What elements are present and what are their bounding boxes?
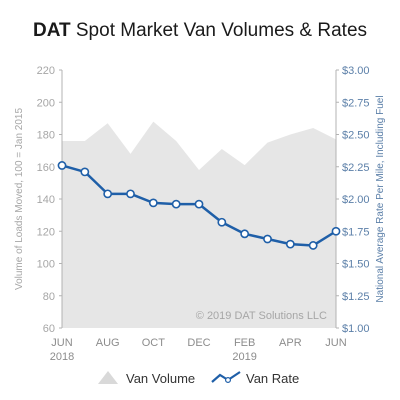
- right-tick-label: $2.75: [342, 97, 370, 109]
- van-rate-point: [80, 167, 90, 177]
- legend: Van Volume Van Rate: [98, 371, 299, 386]
- van-rate-point: [171, 199, 181, 209]
- x-tick-year-label: 2019: [232, 351, 256, 363]
- watermark-text: © 2019 DAT Solutions LLC: [196, 310, 327, 322]
- left-tick-label: 60: [43, 323, 55, 335]
- legend-rate-label: Van Rate: [246, 371, 299, 386]
- right-tick-label: $2.25: [342, 162, 370, 174]
- van-rate-point: [217, 217, 227, 227]
- x-tick-label: FEB: [234, 337, 255, 349]
- x-tick-year-label: 2018: [50, 351, 74, 363]
- left-tick-label: 140: [37, 194, 55, 206]
- right-tick-label: $1.00: [342, 323, 370, 335]
- left-tick-label: 100: [37, 259, 55, 271]
- left-tick-label: 120: [37, 226, 55, 238]
- van-rate-point: [194, 199, 204, 209]
- van-rate-point: [263, 234, 272, 244]
- legend-volume-swatch: [98, 371, 118, 384]
- left-tick-label: 160: [37, 162, 55, 174]
- chart-title-brand: DAT: [32, 20, 71, 41]
- left-tick-label: 200: [37, 97, 55, 109]
- van-rate-point: [308, 241, 318, 250]
- chart-title-text: Spot Market Van Volumes & Rates: [70, 20, 368, 41]
- right-axis-title: National Average Rate Per Mile, Includin…: [375, 95, 386, 302]
- right-tick-label: $1.50: [342, 259, 370, 271]
- van-rate-point: [126, 189, 135, 199]
- x-tick-label: AUG: [96, 337, 120, 349]
- x-tick-label: APR: [279, 337, 302, 349]
- left-tick-label: 180: [37, 130, 55, 142]
- left-tick-label: 80: [43, 291, 55, 303]
- van-rate-point: [240, 229, 250, 239]
- van-rate-point: [285, 239, 295, 249]
- van-rate-point: [331, 226, 341, 236]
- legend-rate-swatch-point: [225, 377, 232, 384]
- chart-title: DAT Spot Market Van Volumes & Rates: [0, 20, 400, 42]
- legend-volume-label: Van Volume: [126, 371, 195, 386]
- right-tick-label: $1.25: [342, 291, 370, 303]
- x-tick-label: OCT: [142, 337, 166, 349]
- x-tick-label: JUN: [325, 337, 346, 349]
- right-tick-label: $3.00: [342, 65, 370, 77]
- van-volume-area: [62, 121, 336, 328]
- van-rate-point: [57, 161, 67, 170]
- left-axis-title: Volume of Loads Moved, 100 = Jan 2015: [14, 108, 25, 291]
- left-tick-label: 220: [37, 65, 55, 77]
- right-tick-label: $1.75: [342, 226, 370, 238]
- x-tick-label: JUN: [51, 337, 72, 349]
- van-rate-point: [148, 198, 158, 208]
- van-rate-point: [103, 189, 113, 199]
- x-tick-label: DEC: [187, 337, 210, 349]
- right-tick-label: $2.50: [342, 130, 370, 142]
- legend-rate-swatch: [211, 371, 241, 383]
- right-tick-label: $2.00: [342, 194, 370, 206]
